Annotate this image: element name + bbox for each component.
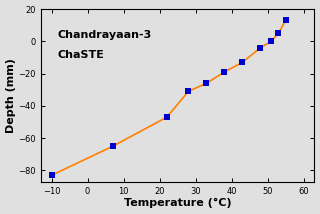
Point — [240, 61, 245, 64]
X-axis label: Temperature (°C): Temperature (°C) — [124, 198, 231, 208]
Point — [269, 40, 274, 43]
Y-axis label: Depth (mm): Depth (mm) — [5, 58, 16, 133]
Point — [49, 174, 54, 177]
Point — [186, 90, 191, 93]
Point — [222, 70, 227, 74]
Text: Chandrayaan-3: Chandrayaan-3 — [57, 30, 151, 40]
Point — [276, 31, 281, 35]
Point — [204, 82, 209, 85]
Text: ChaSTE: ChaSTE — [57, 51, 104, 61]
Point — [164, 116, 169, 119]
Point — [258, 46, 263, 49]
Point — [110, 144, 116, 148]
Point — [283, 19, 288, 22]
